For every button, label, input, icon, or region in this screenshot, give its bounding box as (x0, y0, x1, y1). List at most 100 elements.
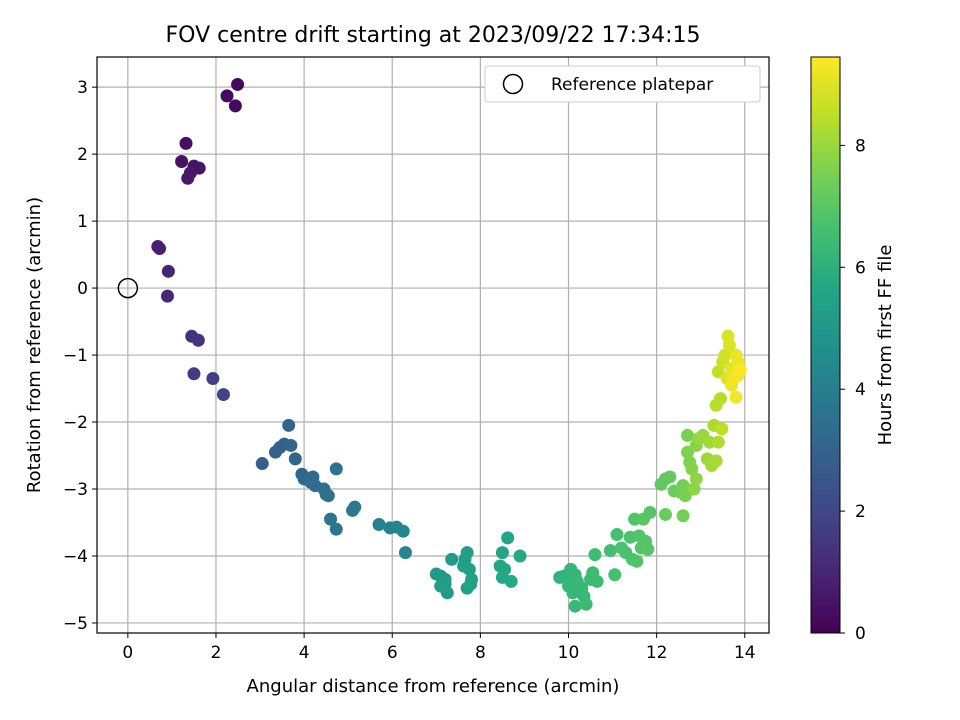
data-point-47 (445, 552, 459, 566)
data-point-110 (689, 472, 703, 486)
data-point-121 (715, 422, 729, 436)
x-tick-label-3: 6 (387, 643, 398, 663)
data-point-23 (284, 438, 298, 452)
y-axis-ticks: −5 −4 −3 −2 −1 0 1 2 3 (63, 78, 97, 634)
y-tick-label-1: −4 (63, 547, 88, 567)
data-point-22 (282, 418, 296, 432)
data-point-24 (288, 452, 302, 466)
data-point-57 (495, 546, 509, 560)
colorbar-ticks: 0 2 4 6 8 (840, 136, 866, 644)
colorbar: 0 2 4 6 8 Hours from first FF file (810, 56, 896, 644)
data-point-51 (460, 546, 474, 560)
data-point-103 (680, 428, 694, 442)
y-tick-label-5: 0 (77, 279, 88, 299)
data-point-49 (438, 577, 452, 591)
data-point-53 (462, 562, 476, 576)
data-point-62 (504, 574, 518, 588)
colorbar-gradient (810, 56, 841, 634)
data-point-15 (187, 367, 201, 381)
legend-label: Reference platepar (551, 75, 713, 95)
data-point-81 (608, 568, 622, 582)
data-point-106 (680, 445, 694, 459)
data-point-94 (636, 512, 650, 526)
x-axis-label: Angular distance from reference (arcmin) (247, 676, 620, 697)
data-point-58 (501, 531, 515, 545)
x-tick-label-2: 4 (299, 643, 310, 663)
y-tick-label-0: −5 (63, 614, 88, 634)
reference-platepar-marker (117, 277, 139, 299)
data-point-118 (711, 435, 725, 449)
data-point-0 (231, 77, 245, 91)
data-point-120 (709, 398, 723, 412)
data-point-63 (513, 549, 527, 563)
data-point-98 (658, 507, 672, 521)
y-tick-label-3: −2 (63, 413, 88, 433)
data-point-34 (324, 512, 338, 526)
x-tick-label-1: 2 (211, 643, 222, 663)
data-point-80 (603, 544, 617, 558)
legend-reference-marker (502, 73, 524, 95)
data-point-87 (630, 554, 644, 568)
data-point-126 (722, 338, 736, 352)
colorbar-label: Hours from first FF file (875, 245, 896, 446)
data-point-78 (590, 574, 604, 588)
data-point-82 (610, 528, 624, 542)
data-points (151, 77, 747, 613)
y-tick-label-2: −3 (63, 480, 88, 500)
data-point-109 (687, 482, 701, 496)
y-tick-label-4: −1 (63, 346, 88, 366)
data-point-97 (663, 470, 677, 484)
data-point-14 (191, 333, 205, 347)
data-point-136 (733, 363, 747, 377)
data-point-17 (216, 388, 230, 402)
x-tick-label-6: 12 (646, 643, 668, 663)
data-point-12 (161, 289, 175, 303)
x-tick-label-7: 14 (734, 643, 756, 663)
x-axis-ticks: 0 2 4 6 8 10 12 14 (122, 633, 756, 663)
y-tick-label-6: 1 (77, 212, 88, 232)
data-point-35 (329, 522, 343, 536)
plot-area-frame (96, 56, 770, 634)
colorbar-tick-label-3: 6 (855, 258, 866, 278)
data-point-37 (346, 503, 360, 517)
legend-box (484, 65, 761, 103)
data-point-4 (175, 154, 189, 168)
data-point-116 (709, 454, 723, 468)
data-point-102 (676, 479, 690, 493)
data-point-10 (153, 242, 167, 256)
data-point-3 (179, 136, 193, 150)
data-point-1 (220, 89, 234, 103)
colorbar-tick-label-0: 0 (855, 624, 866, 644)
x-tick-label-5: 10 (558, 643, 580, 663)
data-point-101 (676, 509, 690, 523)
y-tick-label-7: 2 (77, 145, 88, 165)
data-point-32 (321, 489, 335, 503)
y-axis-label: Rotation from reference (arcmin) (24, 197, 45, 493)
data-point-41 (396, 524, 410, 538)
data-point-134 (729, 390, 743, 404)
data-point-33 (329, 462, 343, 476)
data-point-38 (372, 517, 386, 531)
colorbar-tick-label-1: 2 (855, 502, 866, 522)
data-point-8 (181, 171, 195, 185)
data-point-11 (161, 264, 175, 278)
data-point-107 (685, 462, 699, 476)
data-point-75 (579, 597, 593, 611)
chart-title: FOV centre drift starting at 2023/09/22 … (166, 23, 701, 48)
x-tick-label-4: 8 (475, 643, 486, 663)
y-tick-label-8: 3 (77, 78, 88, 98)
legend: Reference platepar (484, 65, 761, 103)
data-point-92 (641, 542, 655, 556)
colorbar-tick-label-4: 8 (855, 136, 866, 156)
data-point-122 (711, 365, 725, 379)
data-point-79 (588, 548, 602, 562)
data-point-104 (678, 489, 692, 503)
data-point-18 (255, 457, 269, 471)
data-point-74 (568, 599, 582, 613)
reference-point (117, 277, 139, 299)
x-tick-label-0: 0 (122, 643, 133, 663)
data-point-16 (206, 371, 220, 385)
colorbar-tick-label-2: 4 (855, 380, 866, 400)
data-point-2 (228, 99, 242, 113)
